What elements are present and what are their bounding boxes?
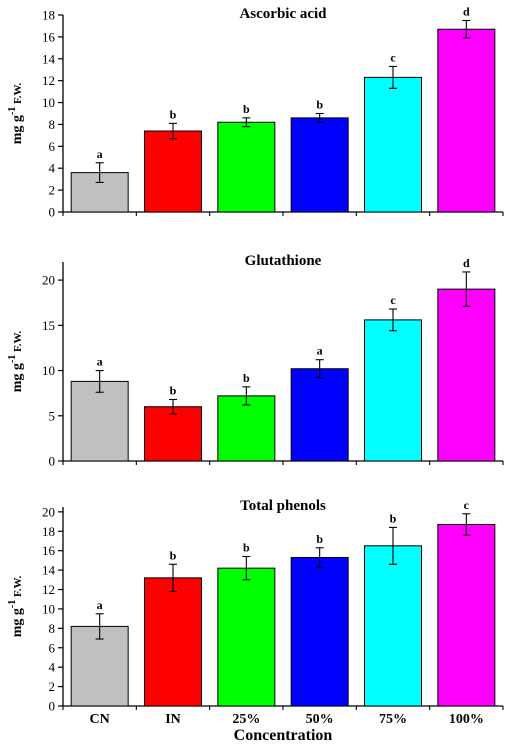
y-tick-label: 14 [42,563,56,578]
y-tick-label: 10 [42,363,55,378]
y-tick-label: 6 [49,640,56,655]
significance-letter: b [316,98,323,112]
significance-letter: b [170,107,177,121]
significance-letter: b [390,511,397,525]
y-tick-label: 15 [42,318,55,333]
x-tick-label: 50% [306,712,334,727]
y-axis-label-main: mg g [10,363,25,392]
chart-panel-2: 0 5 10 15 20 Glutathione mg g-1 F.W. a b b a c d [7,253,504,469]
chart-title: Glutathione [245,253,322,269]
y-tick-label: 18 [42,8,55,23]
bar-25% [217,395,276,462]
y-axis-label: mg g-1 F.W. [7,331,25,393]
y-tick-label: 8 [49,621,56,636]
bar-IN [144,577,202,707]
y-axis-label-sup: -1 [7,600,18,608]
y-tick-label: 2 [49,679,56,694]
y-tick-label: 14 [42,51,56,66]
bar-25% [217,121,276,213]
y-tick-label: 0 [49,699,56,714]
bar-CN [70,380,129,462]
significance-letter: b [243,541,250,555]
y-tick-label: 2 [49,183,56,198]
bar-50% [290,556,349,707]
significance-letter: a [317,344,323,358]
y-axis-label-sup: -1 [7,107,18,115]
significance-letter: b [316,532,323,546]
significance-letter: b [170,548,177,562]
y-tick-label: 20 [42,504,55,519]
x-tick-label: 75% [379,712,407,727]
significance-letter: c [390,50,396,64]
bar-25% [217,567,276,707]
bar-IN [144,406,202,462]
significance-letter: c [464,498,470,512]
y-tick-label: 0 [49,205,56,220]
significance-letter: b [243,371,250,385]
y-tick-label: 4 [49,660,56,675]
y-tick-label: 10 [42,601,55,616]
y-axis-label-tail: F.W. [12,83,24,107]
y-tick-label: 20 [42,273,55,288]
y-axis-label-tail: F.W. [12,576,24,600]
chart-panel-3: 0 2 4 6 8 10 12 14 16 18 20 Total phenols mg g-1 F.W… [7,498,504,727]
y-axis-label-main: mg g [10,608,25,637]
y-axis-label: mg g-1 F.W. [7,576,25,638]
y-tick-label: 8 [49,117,56,132]
y-axis-label-tail: F.W. [12,331,24,355]
y-tick-label: 16 [42,543,56,558]
x-tick-label: 100% [449,712,484,727]
bar-IN [144,130,202,213]
significance-letter: b [243,102,250,116]
significance-letter: a [97,598,103,612]
bar-75% [364,76,422,213]
y-tick-label: 6 [49,139,56,154]
y-tick-label: 16 [42,29,56,44]
y-tick-label: 12 [42,73,55,88]
bar-100% [437,523,496,707]
bar-75% [364,545,422,707]
significance-letter: c [390,293,396,307]
y-tick-label: 0 [49,454,56,469]
y-tick-label: 12 [42,582,55,597]
x-tick-label: CN [90,712,110,727]
y-tick-label: 10 [42,95,55,110]
chart-title: Ascorbic acid [239,6,327,22]
chart-panel-1: 0 2 4 6 8 10 12 14 16 18 Ascorbic acid mg g-1 F.W. a… [7,4,504,220]
y-axis-label: mg g-1 F.W. [7,83,25,145]
x-axis-label: Concentration [234,727,333,744]
significance-letter: a [97,147,103,161]
significance-letter: d [463,256,470,270]
bar-50% [290,117,349,213]
y-tick-label: 4 [49,161,56,176]
y-tick-label: 18 [42,524,55,539]
bar-75% [364,319,422,462]
significance-letter: a [97,355,103,369]
bar-50% [290,368,349,462]
bar-100% [437,288,496,462]
significance-letter: d [463,4,470,18]
y-axis-label-main: mg g [10,115,25,144]
x-tick-label: 25% [232,712,260,727]
x-tick-label: IN [165,712,181,727]
bar-100% [437,28,496,213]
significance-letter: b [170,383,177,397]
chart-title: Total phenols [240,498,326,514]
y-axis-label-sup: -1 [7,355,18,363]
y-tick-label: 5 [49,408,56,423]
bar-CN [70,625,129,707]
